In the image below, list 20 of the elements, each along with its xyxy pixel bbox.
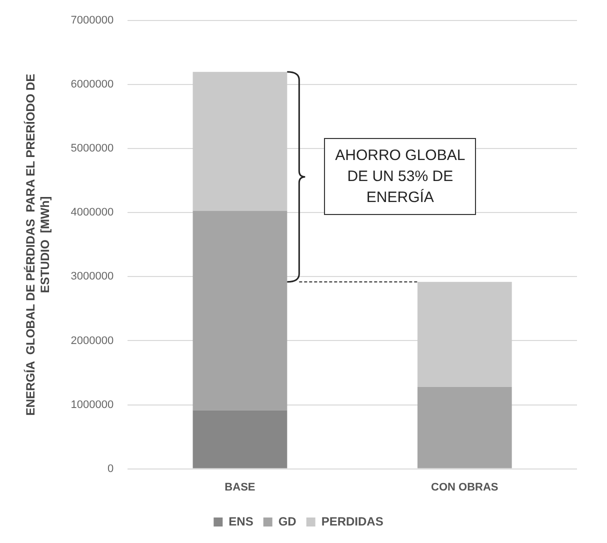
bar bbox=[417, 282, 512, 387]
y-axis-title: ENERGÍA GLOBAL DE PÉRDIDAS PARA EL PRERÍODO DE ESTUDIO [MWh] bbox=[24, 74, 52, 416]
bar bbox=[192, 210, 288, 410]
y-tick-label: 5000000 bbox=[70, 142, 114, 155]
legend-label: GD bbox=[278, 514, 297, 528]
y-tick-label: 2000000 bbox=[70, 334, 114, 347]
x-tick-label: CON OBRAS bbox=[431, 481, 498, 494]
bar bbox=[192, 410, 288, 468]
bar bbox=[192, 72, 288, 211]
annotation: AHORRO GLOBAL DE UN 53% DE ENERGÍA bbox=[324, 138, 476, 216]
y-tick-label: 1000000 bbox=[70, 398, 114, 411]
bar bbox=[417, 386, 512, 468]
y-tick-label: 6000000 bbox=[70, 78, 114, 91]
x-tick-label: BASE bbox=[224, 481, 256, 494]
legend-label: ENS bbox=[228, 514, 254, 528]
y-tick-label: 7000000 bbox=[70, 14, 114, 27]
y-tick-label: 0 bbox=[108, 462, 114, 475]
y-tick-label: 3000000 bbox=[70, 270, 114, 283]
y-tick-label: 4000000 bbox=[70, 206, 114, 219]
legend-label: PERDIDAS bbox=[321, 514, 384, 528]
